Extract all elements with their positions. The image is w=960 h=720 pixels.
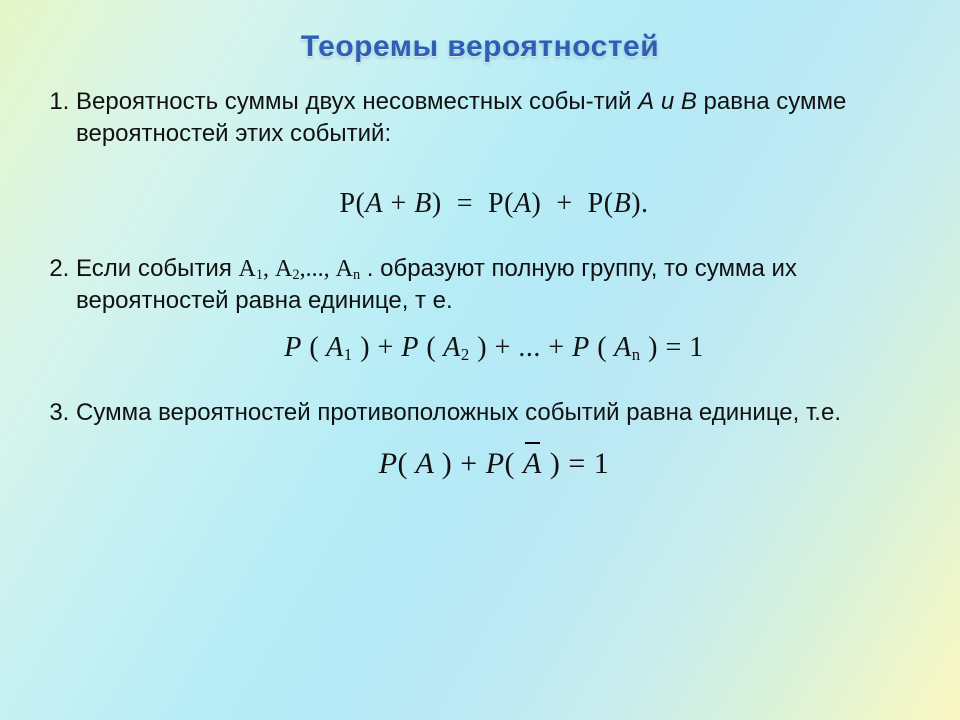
theorem-1-text-pre: Вероятность суммы двух несовместных собы… [76, 88, 638, 115]
theorem-list: Вероятность суммы двух несовместных собы… [48, 86, 912, 484]
theorem-2-sequence: А1, А2,..., Аn [239, 256, 361, 282]
theorem-2-formula: P ( A1 ) + P ( A2 ) + ... + P ( An ) = 1 [76, 329, 912, 367]
theorem-1-vars: А и В [638, 88, 703, 115]
slide-title: Теоремы вероятностей [48, 30, 912, 64]
theorem-3-formula: P( A ) + P( A ) = 1 [76, 442, 912, 485]
theorem-3-text: Сумма вероятностей противоположных событ… [76, 399, 841, 426]
theorem-item-2: Если события А1, А2,..., Аn . образуют п… [76, 253, 912, 368]
theorem-item-1: Вероятность суммы двух несовместных собы… [76, 86, 912, 223]
theorem-1-formula: Р(А + В) = Р(А) + Р(В). [76, 185, 912, 223]
theorem-item-3: Сумма вероятностей противоположных событ… [76, 397, 912, 484]
theorem-2-text-pre: Если события [76, 255, 239, 282]
slide: Теоремы вероятностей Вероятность суммы д… [0, 0, 960, 720]
